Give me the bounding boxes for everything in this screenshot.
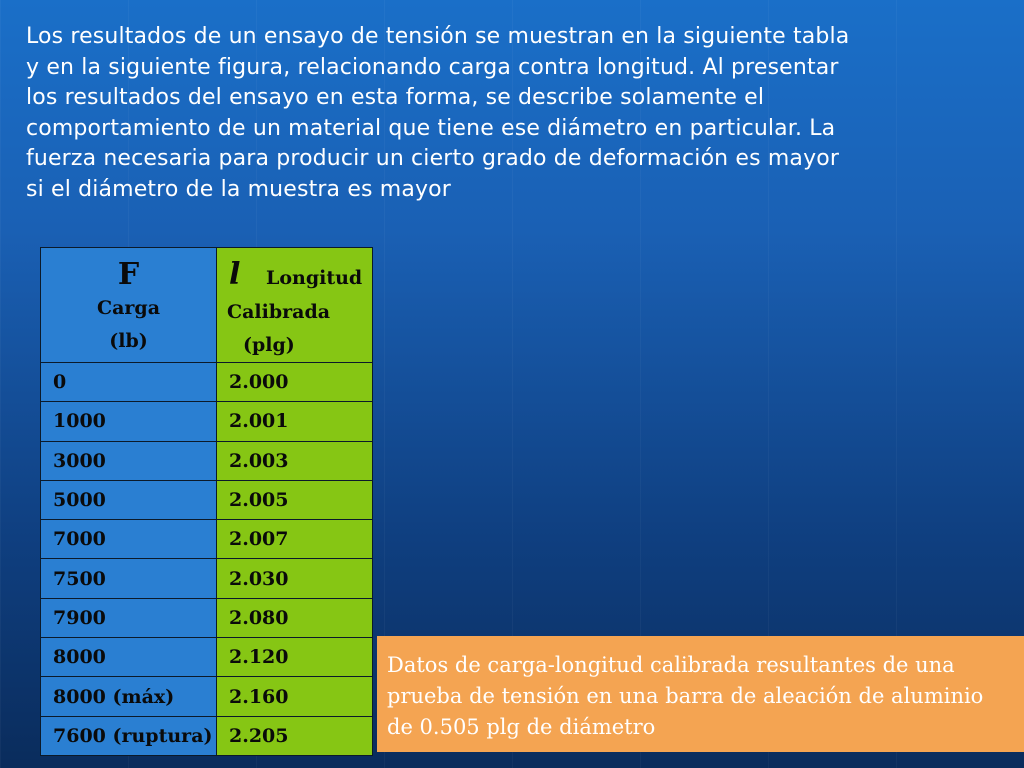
table-row: 8000 2.120 — [40, 637, 373, 678]
load-cell: 7000 — [40, 519, 217, 560]
load-cell: 7900 — [40, 597, 217, 639]
load-length-table: F Carga (lb) l Longitud Calibrada (plg) … — [40, 247, 373, 756]
load-cell: 3000 — [40, 440, 217, 481]
length-cell: 2.030 — [216, 558, 373, 599]
load-cell: 0 — [40, 361, 217, 403]
table-row: 7900 2.080 — [40, 597, 373, 639]
length-cell: 2.003 — [216, 440, 373, 481]
header-length-symbol: l — [229, 257, 241, 292]
header-load-symbol: F — [117, 257, 140, 292]
load-cell: 7600 (ruptura) — [40, 715, 217, 756]
header-load: F Carga (lb) — [40, 247, 217, 363]
header-load-label: Carga — [96, 297, 161, 319]
table-row: 7600 (ruptura) 2.205 — [40, 715, 373, 756]
length-cell: 2.080 — [216, 597, 373, 639]
load-cell: 5000 — [40, 479, 217, 521]
header-length-label: Longitud — [265, 267, 363, 289]
load-cell: 7500 — [40, 558, 217, 599]
header-load-unit: (lb) — [109, 330, 148, 352]
table-row: 8000 (máx) 2.160 — [40, 676, 373, 717]
table-header-row: F Carga (lb) l Longitud Calibrada (plg) — [40, 247, 373, 363]
table-row: 0 2.000 — [40, 361, 373, 403]
length-cell: 2.160 — [216, 676, 373, 717]
length-cell: 2.007 — [216, 519, 373, 560]
table-row: 7500 2.030 — [40, 558, 373, 599]
length-cell: 2.001 — [216, 401, 373, 442]
length-cell: 2.120 — [216, 637, 373, 678]
intro-paragraph: Los resultados de un ensayo de tensión s… — [26, 24, 850, 202]
load-cell: 8000 (máx) — [40, 676, 217, 717]
table-row: 7000 2.007 — [40, 519, 373, 560]
length-cell: 2.005 — [216, 479, 373, 521]
table-row: 1000 2.001 — [40, 401, 373, 442]
table-row: 5000 2.005 — [40, 479, 373, 521]
length-cell: 2.205 — [216, 715, 373, 756]
header-length-label2: Calibrada — [227, 301, 331, 323]
header-length-unit: (plg) — [243, 334, 295, 356]
load-cell: 1000 — [40, 401, 217, 442]
table-row: 3000 2.003 — [40, 440, 373, 481]
header-length: l Longitud Calibrada (plg) — [216, 247, 373, 363]
caption-text: Datos de carga-longitud calibrada result… — [387, 653, 984, 739]
length-cell: 2.000 — [216, 361, 373, 403]
caption-box: Datos de carga-longitud calibrada result… — [377, 636, 1024, 752]
load-cell: 8000 — [40, 637, 217, 678]
